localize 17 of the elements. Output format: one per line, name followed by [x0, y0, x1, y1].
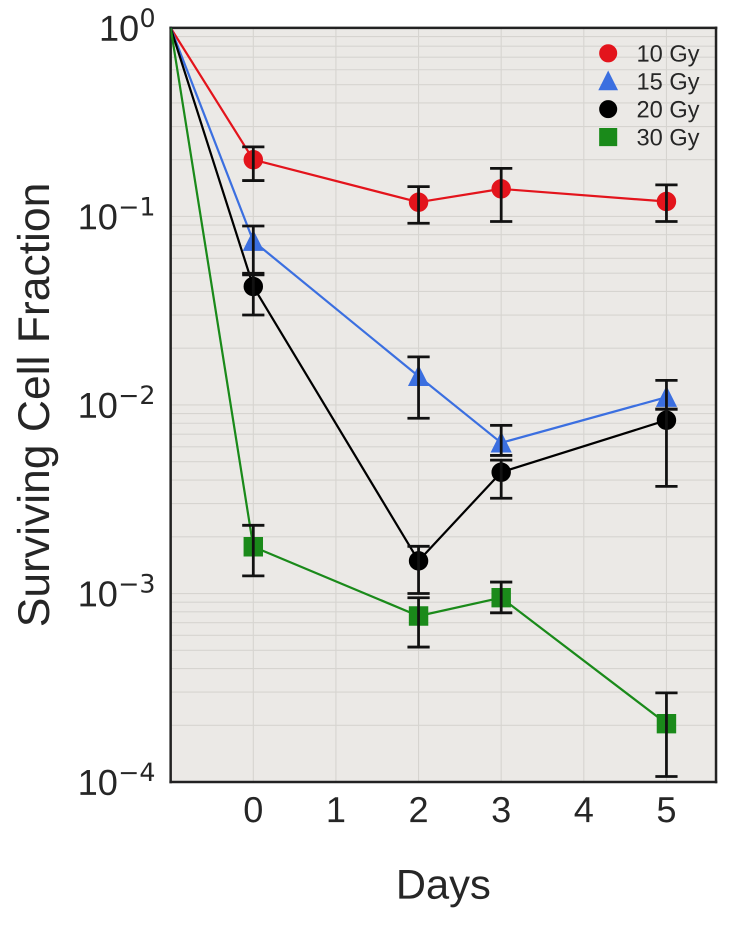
x-tick-label: 2	[410, 796, 427, 822]
y-axis-title: Surviving Cell Fraction	[16, 186, 58, 626]
legend-label: 10 Gy	[638, 45, 700, 66]
y-tick-label: 10$^{−4}$	[80, 762, 154, 796]
x-axis-title: Days	[399, 870, 490, 908]
legend-label: 20 Gy	[638, 100, 700, 122]
legend-label: 30 Gy	[637, 128, 700, 150]
legend-label: 15 Gy	[638, 72, 700, 94]
y-tick-label: 10$^{−1}$	[80, 197, 154, 230]
y-tick-label: 10$^{−2}$	[80, 385, 153, 418]
x-tick-label: 1	[328, 797, 344, 822]
x-tick-label: 4	[574, 797, 593, 822]
x-tick-label: 5	[658, 797, 675, 822]
x-tick-label: 0	[244, 796, 262, 822]
x-tick-label: 3	[492, 796, 510, 822]
y-tick-label: 10$^{−3}$	[80, 574, 154, 607]
y-tick-label: 10$^{0}$	[102, 8, 154, 42]
